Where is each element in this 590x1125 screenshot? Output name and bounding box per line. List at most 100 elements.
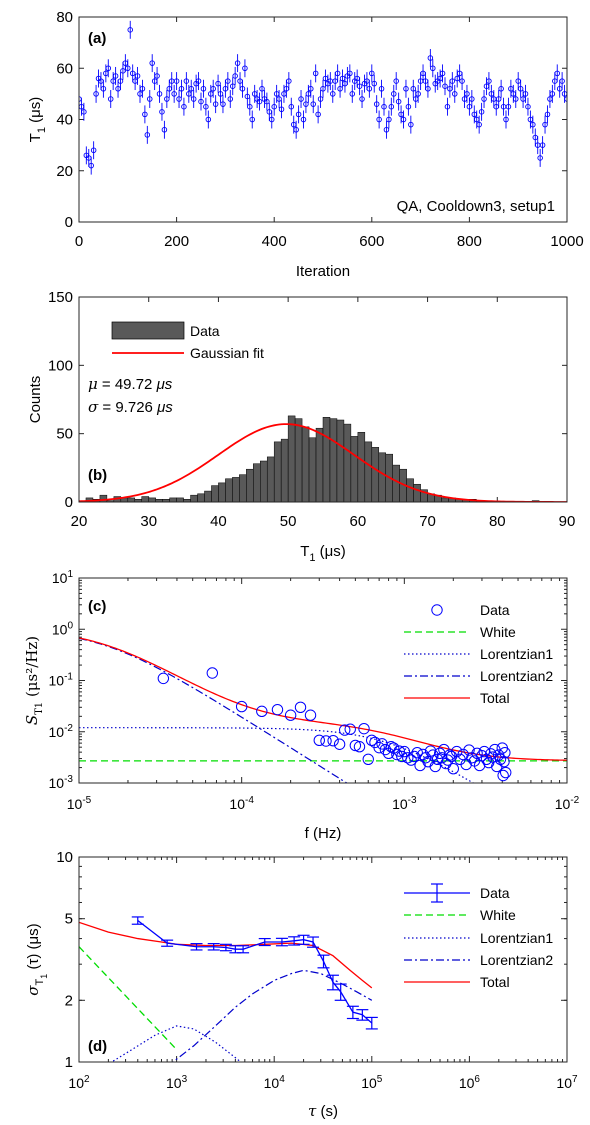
y-tick-label: 10-3: [49, 774, 74, 791]
data-point: [271, 703, 284, 716]
histogram-bar: [253, 463, 261, 502]
histogram-bar: [406, 478, 414, 502]
data-point: [200, 85, 207, 92]
legend-label: Lorentzian1: [480, 930, 553, 946]
mu-annotation: μ = 49.72 μs: [88, 375, 173, 393]
y-tick-label: 20: [56, 163, 73, 180]
x-tick-label: 200: [164, 233, 189, 250]
data-point: [269, 116, 275, 123]
data-point: [559, 78, 565, 84]
data-point: [400, 116, 407, 123]
data-point: [353, 741, 366, 753]
x-tick-label: 104: [264, 1074, 286, 1091]
data-point: [173, 78, 180, 84]
x-axis-label: Iteration: [296, 263, 350, 280]
legend-fit-label: Gaussian fit: [190, 345, 264, 361]
data-point: [320, 85, 326, 92]
data-point: [459, 78, 465, 84]
x-tick-label: 400: [262, 233, 287, 250]
histogram-bar: [246, 468, 254, 502]
data-point: [478, 745, 490, 758]
data-point: [356, 83, 363, 89]
data-point: [487, 751, 499, 763]
x-tick-label: 10-5: [67, 795, 92, 812]
histogram-bar: [392, 464, 400, 502]
data-point: [125, 65, 131, 71]
histogram-bar: [197, 493, 205, 502]
legend-label: Lorentzian2: [480, 668, 553, 684]
x-tick-label: 0: [75, 233, 83, 250]
data-point: [295, 111, 302, 118]
histogram-bar: [343, 423, 352, 502]
data-point: [537, 155, 543, 161]
data-point: [499, 747, 511, 759]
data-point: [239, 85, 246, 92]
data-point: [442, 754, 454, 766]
data-point: [522, 91, 529, 97]
data-point: [203, 103, 209, 110]
y-tick-label: 10-1: [49, 672, 74, 689]
lorentzian2-line: [79, 637, 348, 783]
data-point: [388, 103, 395, 110]
data-point: [451, 745, 463, 758]
y-axis-label: Counts: [27, 376, 44, 424]
data-point: [147, 96, 153, 102]
data-point: [539, 142, 546, 148]
data-point: [217, 91, 224, 97]
histogram-bar: [378, 452, 386, 502]
data-point: [256, 705, 268, 718]
legend-label: Total: [480, 690, 510, 706]
data-point: [503, 116, 509, 123]
data-point: [149, 60, 155, 66]
x-tick-label: 800: [457, 233, 482, 250]
y-tick-label: 40: [56, 112, 73, 129]
y-axis-label: σT1 (τ) (μs): [24, 923, 49, 995]
lorentzian1-line: [79, 727, 475, 783]
data-point: [463, 744, 475, 756]
legend-label: Total: [480, 974, 510, 990]
histogram-bar: [211, 485, 219, 502]
data-point: [284, 709, 297, 721]
axes-frame: [78, 16, 568, 223]
y-tick-label: 100: [52, 620, 74, 637]
data-point: [303, 101, 309, 107]
histogram-bar: [357, 432, 366, 502]
data-point: [339, 724, 351, 736]
legend-label: Lorentzian1: [480, 646, 553, 662]
x-tick-label: 107: [556, 1074, 578, 1091]
histogram-bar: [141, 496, 149, 502]
histogram-bar: [190, 494, 198, 502]
x-tick-label: 80: [489, 513, 506, 530]
data-point: [402, 752, 414, 764]
data-point: [414, 759, 426, 772]
lorentzian2-line: [172, 969, 373, 1062]
histogram-bar: [336, 419, 345, 502]
data-point: [205, 116, 212, 123]
data-point: [381, 103, 387, 110]
data-point: [386, 116, 392, 123]
x-tick-label: 70: [419, 513, 436, 530]
x-tick-label: 40: [210, 513, 227, 530]
y-tick-label: 2: [65, 992, 73, 1009]
data-point: [317, 96, 324, 102]
data-point: [436, 752, 448, 764]
axes-frame: [78, 577, 568, 784]
data-point: [429, 760, 441, 773]
data-point: [517, 85, 524, 92]
data-point: [405, 754, 417, 766]
data-point: [383, 126, 390, 133]
data-point: [210, 85, 216, 92]
y-tick-label: 80: [56, 9, 73, 26]
data-point: [90, 147, 97, 153]
legend-data-swatch: [431, 604, 443, 616]
data-point: [495, 96, 502, 102]
data-point: [498, 756, 510, 768]
data-point: [347, 70, 353, 77]
data-point: [425, 85, 431, 92]
data-point: [387, 742, 400, 754]
y-tick-label: 5: [65, 911, 73, 928]
data-point: [310, 101, 316, 107]
data-point: [256, 98, 263, 105]
data-point: [156, 91, 163, 97]
data-point: [157, 672, 170, 685]
